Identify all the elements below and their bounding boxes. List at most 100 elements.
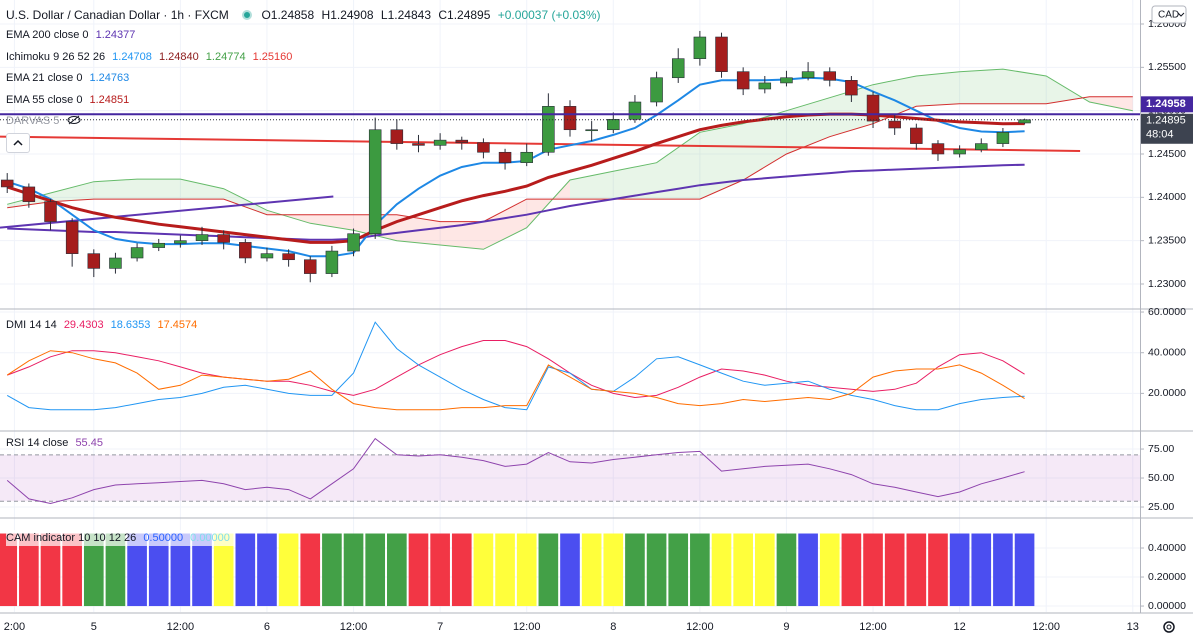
cam-bar [863,533,883,607]
candle-body [607,119,620,131]
legend-value: 1.24763 [89,72,130,84]
legend-name: EMA 21 close 0 [6,72,83,84]
cam-bar [711,533,732,607]
candle-body [758,82,772,90]
ichimoku-cloud [656,132,700,200]
ichimoku-cloud [50,181,94,202]
legend-value: 0.50000 [143,532,184,544]
collapse-button[interactable] [6,133,30,153]
y-tick-label: 1.24000 [1148,191,1186,203]
x-tick-label: 5 [91,621,97,633]
cam-bar [733,533,753,607]
cam-legend: CAM indicator 10 10 12 26 0.50000 0.0000… [6,530,234,546]
ichimoku-cloud [743,110,787,180]
cam-bar [538,533,559,607]
x-tick-label: 7 [437,621,443,633]
y-tick-label: 20.0000 [1148,387,1186,399]
candle-body [736,71,750,90]
x-tick-label: 13 [1127,621,1139,633]
cam-bar [949,533,970,607]
cam-bar [105,533,126,607]
currency[interactable]: CAD [1158,10,1179,21]
ichimoku-cloud [613,162,657,200]
cam-bar [127,533,147,607]
settings-icon[interactable] [1163,621,1175,633]
candle-body [455,139,469,144]
ohlc-value: 1.24908 [330,8,374,22]
legend-value: 0.00000 [190,532,230,544]
ohlc-value: 1.24843 [387,8,431,22]
x-tick-label: 8 [610,621,616,633]
candle-body [693,36,707,59]
ichimoku-cloud [1002,69,1047,104]
candle-body [1018,119,1031,124]
cam-bar [819,533,840,607]
indicator-line [6,350,1025,411]
candle-body [282,253,295,261]
rsi-legend: RSI 14 close 55.45 [6,435,107,451]
cam-bar [235,533,256,607]
cam-bar [776,533,797,607]
candle-body [931,143,945,155]
indicator-line [6,321,1025,411]
cam-bar [365,533,386,607]
candle-body [217,234,230,243]
candle-body [953,149,966,155]
x-tick-label: 12:00 [167,621,195,633]
legend-value: 1.24774 [205,51,246,63]
price-label: 1.24958 [1146,98,1186,110]
trend-line [0,135,1081,152]
cam-bar [473,533,494,607]
candle-body [585,129,598,132]
cam-bar [83,533,104,607]
x-tick-label: 12:00 [686,621,714,633]
candle-body [412,143,425,146]
indicator-legend: EMA 200 close 0 1.24377 [6,27,139,43]
candle-body [195,234,209,241]
cam-bar [884,533,905,607]
cam-bar [300,533,321,607]
y-tick-label: 1.23500 [1148,234,1186,246]
candle-body [845,80,858,96]
candle-body [650,77,663,103]
candle-body [390,129,404,144]
legend-value: 17.4574 [157,319,198,331]
legend-name: RSI 14 close [6,437,69,449]
y-tick-label: 1.24500 [1148,148,1186,160]
gear-hub [1166,624,1172,630]
hidden-icon[interactable] [66,115,82,125]
legend-name: DARVAS 5 [6,115,60,127]
currency-box[interactable] [1151,5,1187,24]
ohlc-label: L [380,8,388,22]
ichimoku-lead2 [7,96,1133,223]
legend-value: 1.24851 [89,94,130,106]
y-tick-label: 25.00 [1148,501,1174,513]
ichimoku-cloud [786,97,830,154]
gear-ring [1163,621,1175,633]
price-change: +0.00037 (+0.03%) [497,8,601,22]
indicator-legend: EMA 55 close 0 1.24851 [6,92,133,108]
indicator-legend: Ichimoku 9 26 52 26 1.24708 1.24840 1.24… [6,49,296,65]
candle-body [433,139,447,146]
cam-bar [148,533,169,607]
cam-bar [993,533,1013,607]
ohlc-label: H [321,8,331,22]
candle-body [130,247,144,259]
legend-name: CAM indicator 10 10 12 26 [6,532,137,544]
x-tick-label: 9 [783,621,789,633]
candle-body [87,253,101,269]
y-tick-label: 0.00000 [1148,600,1186,612]
legend-name: EMA 55 close 0 [6,94,83,106]
ohlc-label: C [438,8,448,22]
price-label-box [1141,96,1193,113]
cam-bar [257,533,277,607]
cam-bar [430,533,450,607]
ohlc-value: 1.24895 [447,8,491,22]
candle-body [304,259,317,274]
dmi-legend: DMI 14 14 29.4303 18.6353 17.4574 [6,317,201,333]
cam-bar [928,533,948,607]
candle-body [715,36,728,72]
cam-bar [690,533,710,607]
cam-bar [841,533,862,607]
